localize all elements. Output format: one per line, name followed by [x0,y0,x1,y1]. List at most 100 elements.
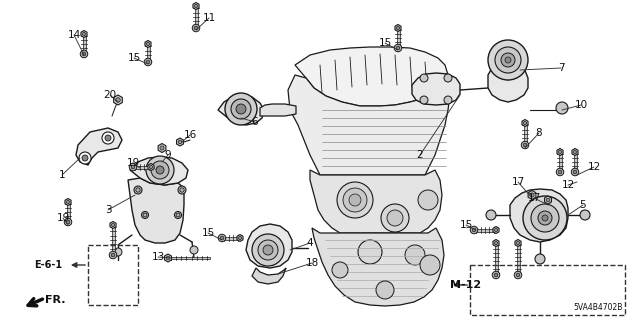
Polygon shape [573,152,577,172]
Circle shape [105,135,111,141]
Text: 17: 17 [511,177,525,187]
Polygon shape [147,44,150,62]
Text: 11: 11 [202,13,216,23]
Circle shape [136,188,140,192]
Polygon shape [515,240,521,247]
Circle shape [505,57,511,63]
Polygon shape [310,170,442,233]
Text: 18: 18 [305,258,319,268]
Bar [470,265,625,315]
Circle shape [231,99,251,119]
Circle shape [149,166,152,168]
Circle shape [558,170,562,174]
Polygon shape [295,47,448,106]
Polygon shape [222,236,240,240]
Polygon shape [111,225,115,255]
Polygon shape [528,190,536,199]
Circle shape [573,170,577,174]
Circle shape [542,215,548,221]
Circle shape [444,96,452,104]
Circle shape [501,53,515,67]
Circle shape [580,210,590,220]
Circle shape [263,245,273,255]
Circle shape [67,200,70,204]
Circle shape [405,245,425,265]
Text: 7: 7 [557,63,564,73]
Circle shape [144,58,152,66]
Polygon shape [510,189,568,242]
Bar [88,245,138,305]
Circle shape [495,47,521,73]
Text: 4: 4 [307,238,314,248]
Circle shape [523,196,567,240]
Text: 19: 19 [56,213,70,223]
Circle shape [83,33,86,36]
Polygon shape [148,164,154,170]
Polygon shape [133,166,151,168]
Circle shape [332,262,348,278]
Circle shape [573,151,577,153]
Circle shape [82,52,86,56]
Polygon shape [110,221,116,228]
Text: 12: 12 [561,180,575,190]
Polygon shape [81,31,87,38]
Polygon shape [177,138,184,146]
Text: 15: 15 [127,53,141,63]
Text: 12: 12 [588,162,600,172]
Circle shape [102,132,114,144]
Circle shape [156,166,164,174]
Polygon shape [130,157,188,185]
Polygon shape [545,196,552,204]
Text: 2: 2 [417,150,423,160]
Circle shape [146,60,150,64]
Circle shape [178,186,186,194]
Circle shape [236,104,246,114]
Text: 16: 16 [184,130,196,140]
Circle shape [151,161,169,179]
Circle shape [376,281,394,299]
Text: 19: 19 [126,158,140,168]
Circle shape [358,240,382,264]
Circle shape [556,168,564,176]
Polygon shape [218,95,264,125]
Polygon shape [495,243,497,275]
Circle shape [515,271,522,279]
Circle shape [66,220,70,224]
Text: 15: 15 [460,220,472,230]
Polygon shape [493,226,499,234]
Circle shape [337,182,373,218]
Circle shape [516,273,520,277]
Polygon shape [312,228,444,306]
Text: 8: 8 [536,128,542,138]
Polygon shape [493,240,499,247]
Polygon shape [516,243,520,275]
Circle shape [516,241,520,245]
Polygon shape [397,28,399,48]
Polygon shape [83,34,86,54]
Polygon shape [65,198,71,205]
Circle shape [166,256,170,260]
Circle shape [129,163,137,171]
Circle shape [194,26,198,30]
Circle shape [495,228,497,232]
Circle shape [178,140,182,144]
Text: 13: 13 [152,252,164,262]
Polygon shape [128,178,184,243]
Circle shape [538,211,552,225]
Text: 9: 9 [164,150,172,160]
Text: 5VA4B4702B: 5VA4B4702B [573,302,623,311]
Polygon shape [412,73,460,105]
Circle shape [141,211,148,219]
Circle shape [530,193,534,197]
Circle shape [394,44,402,52]
Polygon shape [246,224,292,268]
Circle shape [472,228,476,232]
Polygon shape [168,257,210,259]
Circle shape [343,188,367,212]
Circle shape [420,255,440,275]
Circle shape [492,271,500,279]
Circle shape [524,122,527,125]
Circle shape [160,146,164,150]
Polygon shape [488,64,528,102]
Circle shape [147,42,150,46]
